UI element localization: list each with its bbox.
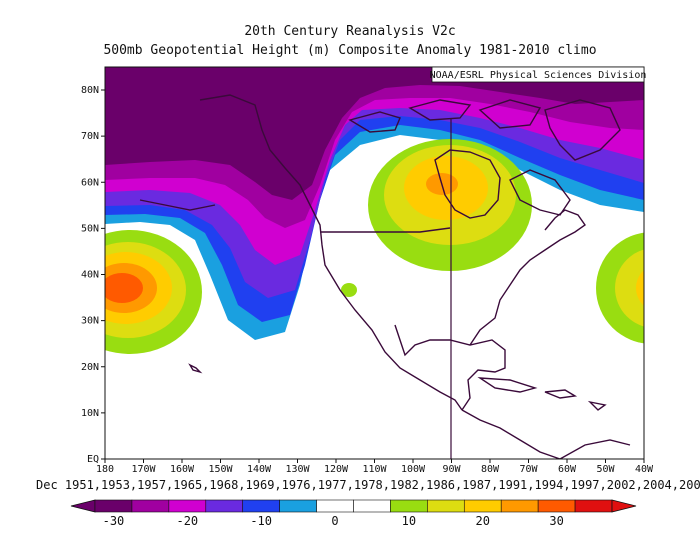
colorbar: -30 -20 -10 0 10 20 30 (70, 499, 637, 528)
credit-box (431, 66, 645, 83)
colorbar-segment (463, 499, 502, 513)
lat-tick-label: 40N (81, 270, 99, 281)
lat-tick-label: 70N (81, 131, 99, 142)
colorbar-segment (131, 499, 170, 513)
lat-tick-label: 60N (81, 177, 99, 188)
colorbar-segment (242, 499, 280, 513)
lon-tick-label: 60W (558, 464, 577, 475)
colorbar-segment (316, 499, 354, 513)
colorbar-label: -30 (103, 514, 125, 528)
lat-tick-label: 80N (81, 85, 99, 96)
colorbar-segment (94, 499, 133, 513)
lon-tick-label: 130W (285, 464, 310, 475)
lon-tick-label: 170W (131, 464, 156, 475)
lon-tick-label: 120W (324, 464, 349, 475)
credit-text: NOAA/ESRL Physical Sciences Division (430, 70, 647, 81)
shaded-field (105, 67, 644, 459)
colorbar-segment (168, 499, 207, 513)
lon-tick-label: 180 (96, 464, 114, 475)
coastlines (139, 94, 631, 459)
colorbar-segment (205, 499, 244, 513)
lat-tick-label: 20N (81, 362, 99, 373)
colorbar-segment (574, 499, 613, 513)
colorbar-label: 10 (402, 514, 416, 528)
colorbar-label: -20 (176, 514, 198, 528)
lat-tick-label: 30N (81, 316, 99, 327)
lon-tick-label: 50W (596, 464, 615, 475)
colorbar-label: -10 (250, 514, 272, 528)
colorbar-segment (390, 499, 428, 513)
lon-tick-label: 160W (170, 464, 195, 475)
lat-tick-label: 10N (81, 408, 99, 419)
colorbar-segment (500, 499, 539, 513)
colorbar-label: 20 (476, 514, 490, 528)
colorbar-max-arrow (611, 499, 637, 513)
colorbar-segment (427, 499, 465, 513)
colorbar-min-arrow (70, 499, 96, 513)
lon-tick-label: 40W (635, 464, 654, 475)
lat-tick-label: 50N (81, 223, 99, 234)
colorbar-label: 30 (549, 514, 563, 528)
lon-tick-label: 150W (208, 464, 233, 475)
composite-dates: Dec 1951,1953,1957,1965,1968,1969,1976,1… (36, 478, 700, 492)
lon-tick-label: 100W (401, 464, 426, 475)
lat-tick-label: EQ (87, 454, 99, 465)
title-line-1: 20th Century Reanalysis V2c (244, 24, 456, 39)
lon-tick-label: 90W (442, 464, 461, 475)
lon-tick-label: 140W (247, 464, 272, 475)
colorbar-label: 0 (331, 514, 338, 528)
lon-tick-label: 80W (481, 464, 500, 475)
title-line-2: 500mb Geopotential Height (m) Composite … (103, 43, 597, 58)
lon-tick-label: 110W (362, 464, 387, 475)
colorbar-segment (537, 499, 576, 513)
longitude-axis: 180 170W 160W 150W 140W 130W 120W 110W 100W 90W 80… (96, 459, 654, 475)
lon-tick-label: 70W (519, 464, 538, 475)
colorbar-segment (279, 499, 317, 513)
latitude-axis: 80N 70N 60N 50N 40N 30N 20N 10N EQ (81, 85, 105, 465)
colorbar-segment (353, 499, 391, 513)
